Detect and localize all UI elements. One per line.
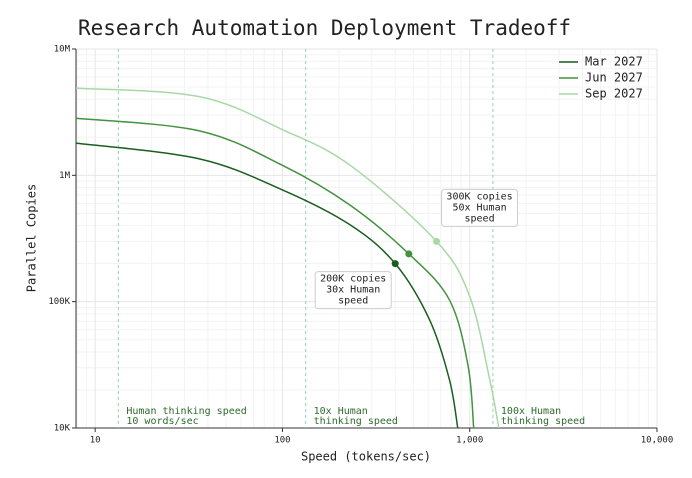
chart-title: Research Automation Deployment Tradeoff	[78, 16, 571, 40]
callout-text: 30x Human	[326, 285, 380, 296]
x-axis-label: Speed (tokens/sec)	[301, 450, 431, 464]
legend-label: Sep 2027	[585, 87, 643, 101]
legend-label: Mar 2027	[585, 55, 643, 69]
callout-box	[314, 271, 392, 310]
reference-label: thinking speed	[501, 416, 585, 427]
reference-label: thinking speed	[314, 416, 398, 427]
y-axis-label: Parallel Copies	[25, 184, 39, 292]
marker	[391, 260, 399, 268]
x-tick-label: 10,000	[641, 436, 674, 446]
y-tick-label: 10K	[54, 424, 71, 434]
reference-label: 10 words/sec	[126, 416, 198, 427]
legend-label: Jun 2027	[585, 71, 643, 85]
series-line	[75, 142, 459, 429]
x-tick-label: 10	[90, 436, 101, 446]
reference-label: Human thinking speed	[126, 406, 246, 417]
y-tick-label: 100K	[48, 297, 70, 307]
callout-text: speed	[338, 296, 368, 307]
callout-text: 50x Human	[452, 202, 506, 213]
y-tick-label: 10M	[54, 45, 71, 55]
x-tick-label: 1,000	[456, 436, 483, 446]
x-tick-label: 100	[274, 436, 290, 446]
y-tick-label: 1M	[59, 171, 70, 181]
marker	[433, 237, 441, 245]
callout-text: speed	[464, 213, 494, 224]
reference-label: 100x Human	[501, 406, 561, 417]
callout-box	[441, 188, 519, 227]
series-line	[75, 87, 500, 429]
reference-label: 10x Human	[314, 406, 368, 417]
series-line	[75, 117, 475, 429]
callout-text: 300K copies	[446, 191, 512, 202]
callout-text: 200K copies	[320, 274, 386, 285]
marker	[405, 250, 413, 258]
